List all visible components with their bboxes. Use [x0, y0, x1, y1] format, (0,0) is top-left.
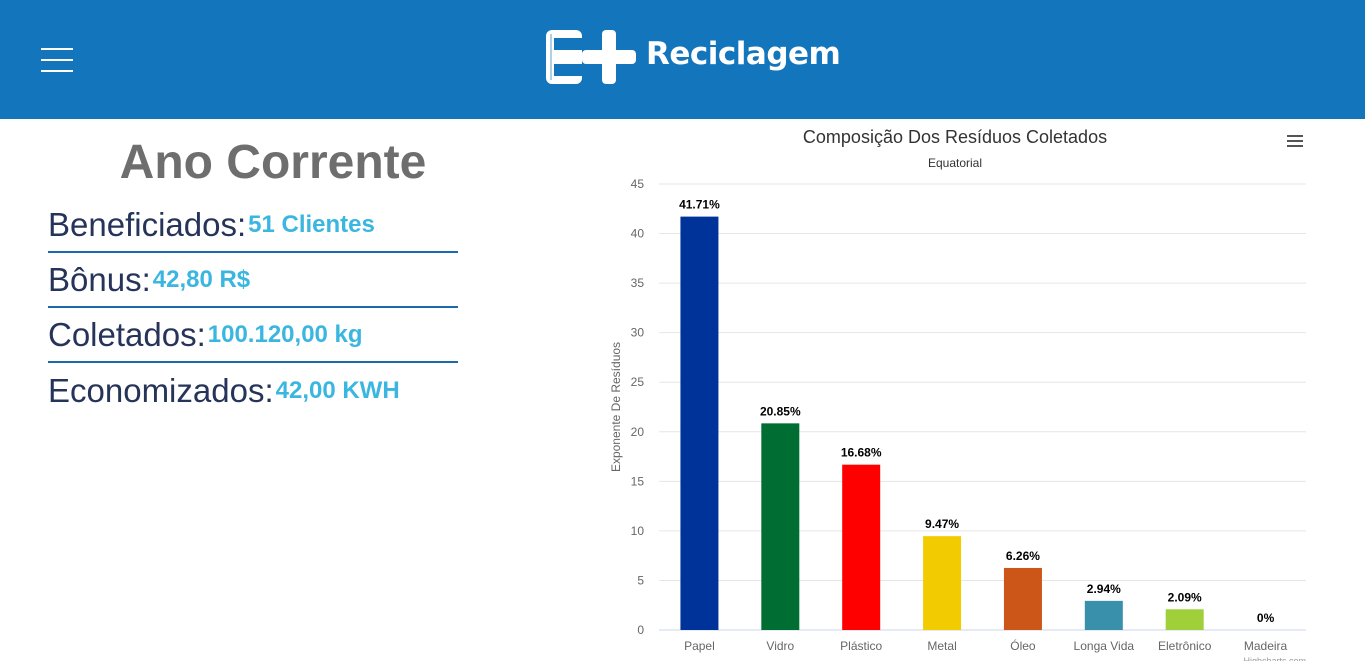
- x-tick-label: Plástico: [840, 639, 882, 653]
- bar-longa-vida: [1084, 600, 1123, 630]
- x-tick-label: Metal: [927, 639, 956, 653]
- y-tick-label: 45: [631, 177, 645, 191]
- y-tick-label: 5: [637, 573, 644, 587]
- bar-papel: [680, 216, 719, 631]
- x-tick-label: Vidro: [766, 639, 794, 653]
- y-tick-label: 25: [631, 375, 645, 389]
- stats-title: Ano Corrente: [119, 136, 427, 189]
- y-tick-label: 0: [637, 623, 644, 637]
- x-tick-label: Papel: [684, 639, 715, 653]
- stat-value: 42,00 KWH: [275, 376, 400, 404]
- y-tick-label: 15: [631, 474, 645, 488]
- logo-text: Reciclagem: [646, 36, 841, 72]
- data-label: 16.68%: [841, 446, 882, 460]
- chart-menu-icon[interactable]: [1287, 134, 1303, 148]
- x-tick-label: Eletrônico: [1158, 639, 1212, 653]
- bar-eletrônico: [1165, 609, 1204, 630]
- stat-label: Bônus:: [48, 260, 151, 298]
- chart-title: Composição Dos Resíduos Coletados: [803, 127, 1107, 147]
- stat-row-coletados: Coletados: 100.120,00 kg: [48, 308, 458, 363]
- x-tick-label: Óleo: [1010, 638, 1036, 653]
- data-label: 9.47%: [925, 517, 959, 531]
- bar-metal: [923, 536, 962, 630]
- stat-value: 100.120,00 kg: [207, 320, 363, 348]
- data-label: 41.71%: [679, 198, 720, 212]
- x-tick-label: Longa Vida: [1074, 639, 1135, 653]
- data-label: 20.85%: [760, 404, 801, 418]
- bar-plástico: [842, 464, 881, 630]
- y-tick-label: 10: [631, 524, 645, 538]
- chart-svg: Composição Dos Resíduos Coletados Equator…: [609, 127, 1306, 661]
- stat-row-bonus: Bônus: 42,80 R$: [48, 253, 458, 308]
- stat-label: Coletados:: [48, 315, 206, 353]
- chart-subtitle: Equatorial: [928, 156, 982, 170]
- bar-óleo: [1003, 567, 1042, 630]
- chart-credits: Highcharts.com: [1243, 656, 1306, 661]
- y-tick-label: 20: [631, 425, 645, 439]
- stat-row-beneficiados: Beneficiados: 51 Clientes: [48, 198, 458, 253]
- stat-row-economizados: Economizados: 42,00 KWH: [48, 363, 458, 418]
- y-axis-label: Exponente De Resíduos: [609, 342, 623, 472]
- stat-label: Beneficiados:: [48, 205, 247, 243]
- data-label: 0%: [1257, 611, 1275, 625]
- x-tick-label: Madeira: [1244, 639, 1288, 653]
- stat-label: Economizados:: [48, 371, 274, 409]
- stat-value: 51 Clientes: [248, 210, 375, 238]
- y-tick-label: 40: [631, 227, 645, 241]
- data-label: 6.26%: [1006, 549, 1040, 563]
- data-label: 2.94%: [1087, 582, 1121, 596]
- y-tick-label: 35: [631, 276, 645, 290]
- stat-value: 42,80 R$: [152, 265, 251, 293]
- data-label: 2.09%: [1168, 590, 1202, 604]
- menu-icon[interactable]: [41, 48, 73, 72]
- top-bar: Reciclagem: [0, 0, 1365, 119]
- logo-mark-icon: [546, 30, 636, 84]
- bar-vidro: [761, 423, 800, 630]
- waste-chart: Composição Dos Resíduos Coletados Equator…: [600, 120, 1320, 661]
- y-tick-label: 30: [631, 326, 645, 340]
- stats-panel: Ano Corrente Beneficiados: 51 Clientes B…: [48, 128, 458, 418]
